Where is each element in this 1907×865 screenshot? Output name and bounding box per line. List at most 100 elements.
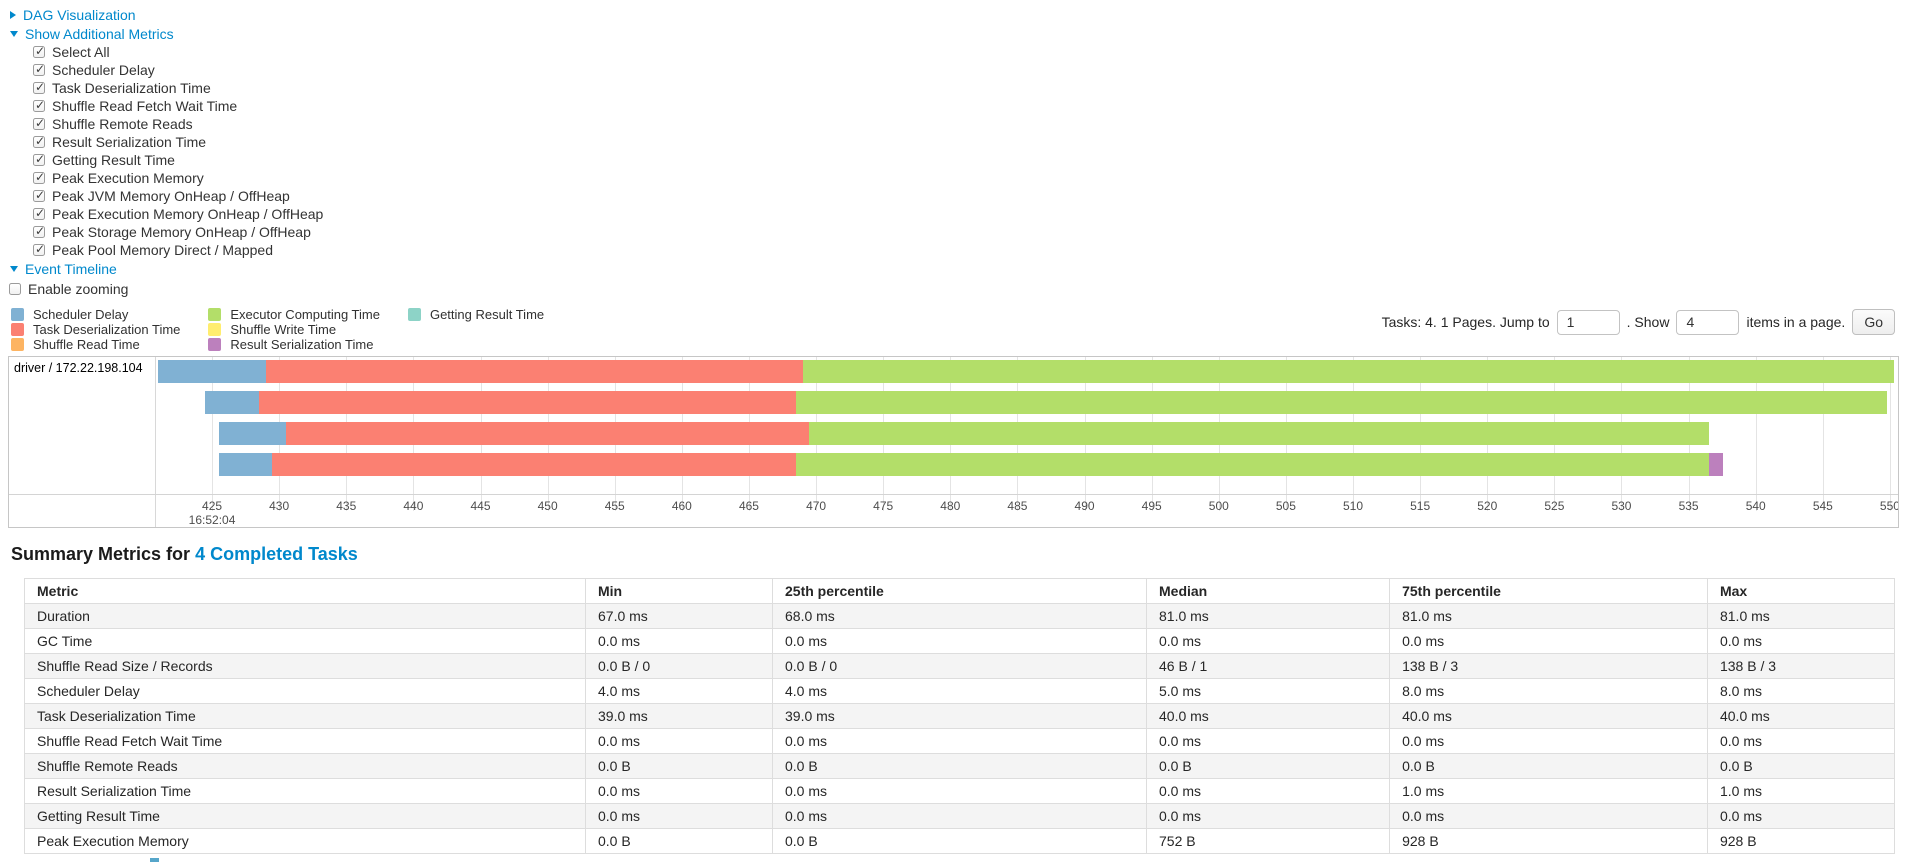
metric-value-cell: 0.0 B [772,753,1147,779]
metric-name-cell: Shuffle Read Size / Records [24,653,586,679]
metric-value-cell: 0.0 ms [1706,803,1896,829]
checkbox-icon[interactable] [33,224,45,238]
metric-checkbox-scheduler-delay[interactable]: Scheduler Delay [33,61,1899,79]
dag-visualization-toggle[interactable]: DAG Visualization [10,5,1899,24]
task-bar-segment-executor-computing[interactable] [802,360,1894,383]
collapse-arrow-icon [10,265,18,272]
column-header-metric: Metric [24,578,586,604]
axis-gridline [1889,357,1891,511]
checkbox-icon[interactable] [33,206,45,220]
completed-tasks-link[interactable]: 4 Completed Tasks [195,544,358,564]
metric-name-cell: Scheduler Delay [24,678,586,704]
metric-value-cell: 67.0 ms [585,603,773,629]
legend-item-shuffle-write-time: Shuffle Write Time [208,321,380,337]
axis-tick-label: 535 [1678,499,1699,513]
metric-value-cell: 0.0 ms [772,803,1147,829]
checkbox-icon[interactable] [33,116,45,130]
task-bar-segment-task-deserialization[interactable] [265,360,803,383]
legend-pagination-row: Scheduler Delay Task Deserialization Time… [8,307,1899,352]
metric-checkbox-peak-execution-memory-onheap-offheap[interactable]: Peak Execution Memory OnHeap / OffHeap [33,205,1899,223]
checkbox-icon[interactable] [33,98,45,112]
metric-value-cell: 0.0 ms [1706,728,1896,754]
metric-checkbox-peak-execution-memory[interactable]: Peak Execution Memory [33,169,1899,187]
task-bar-segment-executor-computing[interactable] [809,422,1709,445]
legend-item-shuffle-read-time: Shuffle Read Time [11,336,180,352]
page-size-input[interactable] [1676,309,1740,335]
metric-checkbox-getting-result-time[interactable]: Getting Result Time [33,151,1899,169]
metric-value-cell: 81.0 ms [1389,603,1708,629]
metric-name-cell: Shuffle Remote Reads [24,753,586,779]
collapse-arrow-icon [10,30,18,37]
partial-next-section [150,858,159,862]
metric-checkbox-select-all[interactable]: Select All [33,43,1899,61]
axis-gridline [212,357,214,511]
axis-tick-label: 430 [269,499,290,513]
legend-swatch-icon [208,322,222,336]
metrics-checkbox-list: Select All Scheduler Delay Task Deserializ… [8,43,1899,259]
event-timeline-chart: driver / 172.22.198.104 425 430 435 440 445 4… [8,356,1899,528]
legend-column: Executor Computing Time Shuffle Write Tim… [208,307,380,352]
expand-arrow-icon [10,10,16,19]
metric-value-cell: 40.0 ms [1389,703,1708,729]
table-row-peak-execution-memory: Peak Execution Memory 0.0 B 0.0 B 752 B 928 … [24,828,1896,854]
axis-tick-label: 475 [873,499,894,513]
checkbox-icon[interactable] [33,44,45,58]
checkbox-label: Getting Result Time [52,152,175,168]
executor-group-label: driver / 172.22.198.104 [14,361,143,375]
event-timeline-toggle[interactable]: Event Timeline [10,259,1899,278]
metric-value-cell: 0.0 ms [772,778,1147,804]
metric-checkbox-peak-storage-memory-onheap-offheap[interactable]: Peak Storage Memory OnHeap / OffHeap [33,223,1899,241]
task-bar-segment-scheduler-delay[interactable] [218,453,273,476]
go-button[interactable]: Go [1852,309,1895,335]
axis-gridline [1822,357,1824,511]
task-bar-segment-scheduler-delay[interactable] [218,422,286,445]
table-header-row: Metric Min 25th percentile Median 75th perce… [24,578,1896,604]
metric-checkbox-shuffle-remote-reads[interactable]: Shuffle Remote Reads [33,115,1899,133]
metric-checkbox-peak-jvm-memory-onheap-offheap[interactable]: Peak JVM Memory OnHeap / OffHeap [33,187,1899,205]
event-timeline-link[interactable]: Event Timeline [25,260,117,277]
summary-metrics-heading: Summary Metrics for 4 Completed Tasks [11,544,1899,565]
task-bar-segment-executor-computing[interactable] [795,453,1709,476]
checkbox-icon[interactable] [33,80,45,94]
legend-item-task-deserialization-time: Task Deserialization Time [11,322,180,337]
legend-label: Shuffle Read Time [33,336,140,352]
metric-checkbox-task-deserialization-time[interactable]: Task Deserialization Time [33,79,1899,97]
metric-value-cell: 1.0 ms [1389,778,1708,804]
legend-swatch-icon [11,322,24,336]
metric-value-cell: 1.0 ms [1706,778,1896,804]
metric-checkbox-result-serialization-time[interactable]: Result Serialization Time [33,133,1899,151]
checkbox-icon[interactable] [33,62,45,76]
legend-label: Shuffle Write Time [230,321,337,337]
enable-zooming-option[interactable]: Enable zooming [9,279,1899,298]
task-bar-segment-task-deserialization[interactable] [285,422,810,445]
task-bar-segment-scheduler-delay[interactable] [158,360,266,383]
axis-tick-label: 450 [537,499,558,513]
metric-name-cell: Result Serialization Time [24,778,586,804]
task-bar-segment-task-deserialization[interactable] [272,453,796,476]
checkbox-icon[interactable] [9,282,21,295]
checkbox-icon[interactable] [33,242,45,256]
metric-value-cell: 0.0 B [772,828,1147,854]
axis-major-label: 16:52:04 [188,513,236,527]
checkbox-label: Shuffle Remote Reads [52,116,193,132]
jump-to-page-input[interactable] [1556,309,1620,335]
additional-metrics-toggle[interactable]: Show Additional Metrics [10,24,1899,43]
axis-tick-label: 495 [1141,499,1162,513]
task-bar-segment-task-deserialization[interactable] [259,391,796,414]
checkbox-icon[interactable] [33,188,45,202]
task-bar-segment-result-serialization[interactable] [1708,453,1724,476]
checkbox-icon[interactable] [33,134,45,148]
additional-metrics-link[interactable]: Show Additional Metrics [25,25,174,42]
table-row-shuffle-read-fetch-wait-time: Shuffle Read Fetch Wait Time 0.0 ms 0.0 ms… [24,728,1896,754]
checkbox-icon[interactable] [33,170,45,184]
dag-visualization-link[interactable]: DAG Visualization [23,6,136,23]
task-bar-segment-executor-computing[interactable] [795,391,1888,414]
task-bar-segment-scheduler-delay[interactable] [205,391,259,414]
metric-checkbox-peak-pool-memory-direct-mapped[interactable]: Peak Pool Memory Direct / Mapped [33,241,1899,259]
metric-value-cell: 0.0 ms [1389,628,1708,654]
metric-value-cell: 81.0 ms [1145,603,1391,629]
metric-checkbox-shuffle-read-fetch-wait-time[interactable]: Shuffle Read Fetch Wait Time [33,97,1899,115]
metric-value-cell: 0.0 B / 0 [585,653,773,679]
metric-value-cell: 0.0 ms [1145,628,1391,654]
checkbox-icon[interactable] [33,152,45,166]
